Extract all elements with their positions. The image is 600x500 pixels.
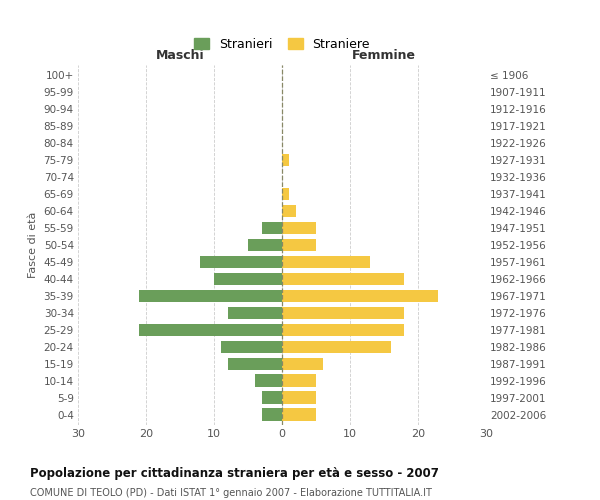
Bar <box>282 358 323 370</box>
Bar <box>282 392 316 404</box>
Bar <box>282 408 316 421</box>
Text: Femmine: Femmine <box>352 48 416 62</box>
Bar <box>282 374 316 387</box>
Bar <box>262 408 282 421</box>
Y-axis label: Fasce di età: Fasce di età <box>28 212 38 278</box>
Text: Maschi: Maschi <box>155 48 205 62</box>
Bar <box>221 340 282 353</box>
Bar <box>282 306 404 320</box>
Bar <box>200 256 282 268</box>
Bar <box>255 374 282 387</box>
Bar <box>262 392 282 404</box>
Bar <box>282 188 289 200</box>
Bar <box>139 290 282 302</box>
Bar <box>282 204 296 218</box>
Bar <box>282 154 289 166</box>
Bar <box>282 290 439 302</box>
Legend: Stranieri, Straniere: Stranieri, Straniere <box>188 32 376 57</box>
Bar <box>248 238 282 252</box>
Bar <box>262 222 282 234</box>
Bar <box>282 272 404 285</box>
Bar <box>282 238 316 252</box>
Bar <box>282 340 391 353</box>
Bar <box>214 272 282 285</box>
Bar <box>227 306 282 320</box>
Bar <box>282 222 316 234</box>
Text: Popolazione per cittadinanza straniera per età e sesso - 2007: Popolazione per cittadinanza straniera p… <box>30 468 439 480</box>
Text: COMUNE DI TEOLO (PD) - Dati ISTAT 1° gennaio 2007 - Elaborazione TUTTITALIA.IT: COMUNE DI TEOLO (PD) - Dati ISTAT 1° gen… <box>30 488 432 498</box>
Bar <box>282 256 370 268</box>
Bar <box>139 324 282 336</box>
Bar <box>227 358 282 370</box>
Bar <box>282 324 404 336</box>
